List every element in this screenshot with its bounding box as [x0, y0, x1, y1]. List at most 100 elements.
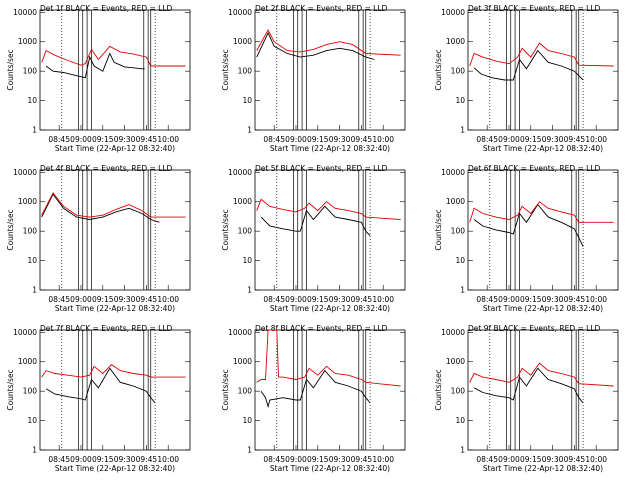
x-tick-label: 08:45	[48, 295, 70, 304]
x-tick-label: 09:15	[92, 295, 114, 304]
x-tick-label: 09:45	[351, 455, 373, 464]
x-tick-label: 10:00	[157, 455, 179, 464]
y-tick-label: 1	[32, 286, 37, 295]
x-tick-label: 09:30	[114, 455, 136, 464]
detector-panel-9: Det 9f BLACK = Events, RED = LLD 1 10 100 10…	[434, 324, 619, 473]
y-tick-label: 1	[460, 126, 465, 135]
x-tick-label: 08:45	[476, 295, 498, 304]
x-axis-label: Start Time (22-Apr-12 08:32:40)	[270, 144, 390, 153]
x-axis-label: Start Time (22-Apr-12 08:32:40)	[270, 464, 390, 473]
y-axis-label: Counts/sec	[434, 49, 443, 90]
series-line-lld	[256, 329, 401, 387]
y-tick-label: 10	[27, 256, 37, 265]
x-tick-label: 09:45	[136, 135, 158, 144]
series-line-events	[256, 31, 375, 60]
y-tick-label: 100	[23, 387, 38, 396]
x-tick-label: 10:00	[157, 135, 179, 144]
panel-title: Det 6f BLACK = Events, RED = LLD	[468, 164, 601, 173]
y-tick-label: 100	[238, 67, 253, 76]
y-tick-label: 10000	[13, 8, 37, 17]
y-tick-label: 10	[27, 96, 37, 105]
panel-title: Det 1f BLACK = Events, RED = LLD	[40, 4, 173, 13]
plot-frame	[467, 9, 619, 131]
x-tick-label: 10:00	[157, 295, 179, 304]
y-tick-label: 100	[238, 387, 253, 396]
x-tick-label: 08:45	[48, 135, 70, 144]
plot-frame	[254, 169, 406, 291]
y-tick-label: 10	[27, 416, 37, 425]
panel-title: Det 2f BLACK = Events, RED = LLD	[255, 4, 388, 13]
y-tick-label: 100	[451, 387, 466, 396]
x-tick-label: 10:00	[585, 455, 607, 464]
y-tick-label: 10000	[228, 8, 252, 17]
series-line-events	[260, 369, 371, 409]
y-tick-label: 1000	[18, 197, 37, 206]
x-axis-label: Start Time (22-Apr-12 08:32:40)	[483, 304, 603, 313]
x-tick-label: 09:00	[285, 135, 307, 144]
y-tick-label: 1000	[18, 37, 37, 46]
x-tick-label: 09:45	[136, 295, 158, 304]
series-line-events	[260, 205, 371, 237]
y-tick-label: 1	[460, 446, 465, 455]
series-line-lld	[469, 201, 614, 223]
x-tick-label: 09:00	[285, 455, 307, 464]
series-line-events	[45, 52, 145, 79]
series-line-events	[473, 49, 584, 81]
detector-panel-3: Det 3f BLACK = Events, RED = LLD 1 10 100 10…	[434, 4, 619, 153]
y-tick-label: 10	[455, 96, 465, 105]
x-tick-label: 08:45	[476, 455, 498, 464]
x-tick-label: 09:15	[520, 455, 542, 464]
plot-frame	[254, 9, 406, 131]
x-tick-label: 09:15	[92, 135, 114, 144]
x-tick-label: 09:00	[70, 455, 92, 464]
series-line-events	[45, 367, 156, 404]
y-tick-label: 10000	[13, 168, 37, 177]
x-tick-label: 09:15	[520, 135, 542, 144]
plot-frame	[467, 169, 619, 291]
y-axis-label: Counts/sec	[434, 369, 443, 410]
panel-title: Det 7f BLACK = Events, RED = LLD	[40, 324, 173, 333]
x-tick-label: 09:45	[564, 295, 586, 304]
panel-title: Det 3f BLACK = Events, RED = LLD	[468, 4, 601, 13]
x-tick-label: 09:30	[114, 135, 136, 144]
x-axis-label: Start Time (22-Apr-12 08:32:40)	[55, 304, 175, 313]
y-tick-label: 1000	[446, 37, 465, 46]
x-tick-label: 08:45	[263, 135, 285, 144]
y-tick-label: 1	[32, 446, 37, 455]
series-line-lld	[41, 364, 186, 378]
y-axis-label: Counts/sec	[6, 209, 15, 250]
x-tick-label: 09:45	[351, 295, 373, 304]
y-tick-label: 10000	[441, 328, 465, 337]
y-tick-label: 10000	[441, 8, 465, 17]
series-line-lld	[469, 42, 614, 67]
series-line-events	[473, 367, 584, 404]
detector-panel-2: Det 2f BLACK = Events, RED = LLD 1 10 100 10…	[221, 4, 406, 153]
series-line-lld	[469, 362, 614, 387]
x-tick-label: 09:30	[329, 455, 351, 464]
y-tick-label: 10	[455, 256, 465, 265]
x-tick-label: 08:45	[263, 455, 285, 464]
x-tick-label: 09:45	[351, 135, 373, 144]
panel-title: Det 5f BLACK = Events, RED = LLD	[255, 164, 388, 173]
y-tick-label: 10	[455, 416, 465, 425]
x-tick-label: 09:45	[564, 135, 586, 144]
x-tick-label: 09:15	[307, 455, 329, 464]
y-tick-label: 1	[247, 286, 252, 295]
series-line-lld	[256, 29, 401, 56]
y-tick-label: 10000	[228, 168, 252, 177]
x-tick-label: 08:45	[263, 295, 285, 304]
x-axis-label: Start Time (22-Apr-12 08:32:40)	[483, 144, 603, 153]
y-tick-label: 1000	[446, 357, 465, 366]
x-tick-label: 09:15	[307, 135, 329, 144]
plot-frame	[39, 9, 191, 131]
y-axis-label: Counts/sec	[221, 49, 230, 90]
x-tick-label: 09:30	[542, 295, 564, 304]
series-line-events	[41, 193, 160, 223]
x-tick-label: 09:30	[114, 295, 136, 304]
y-tick-label: 100	[451, 67, 466, 76]
y-tick-label: 1000	[233, 197, 252, 206]
y-tick-label: 1000	[446, 197, 465, 206]
panel-title: Det 8f BLACK = Events, RED = LLD	[255, 324, 388, 333]
y-tick-label: 10	[242, 96, 252, 105]
